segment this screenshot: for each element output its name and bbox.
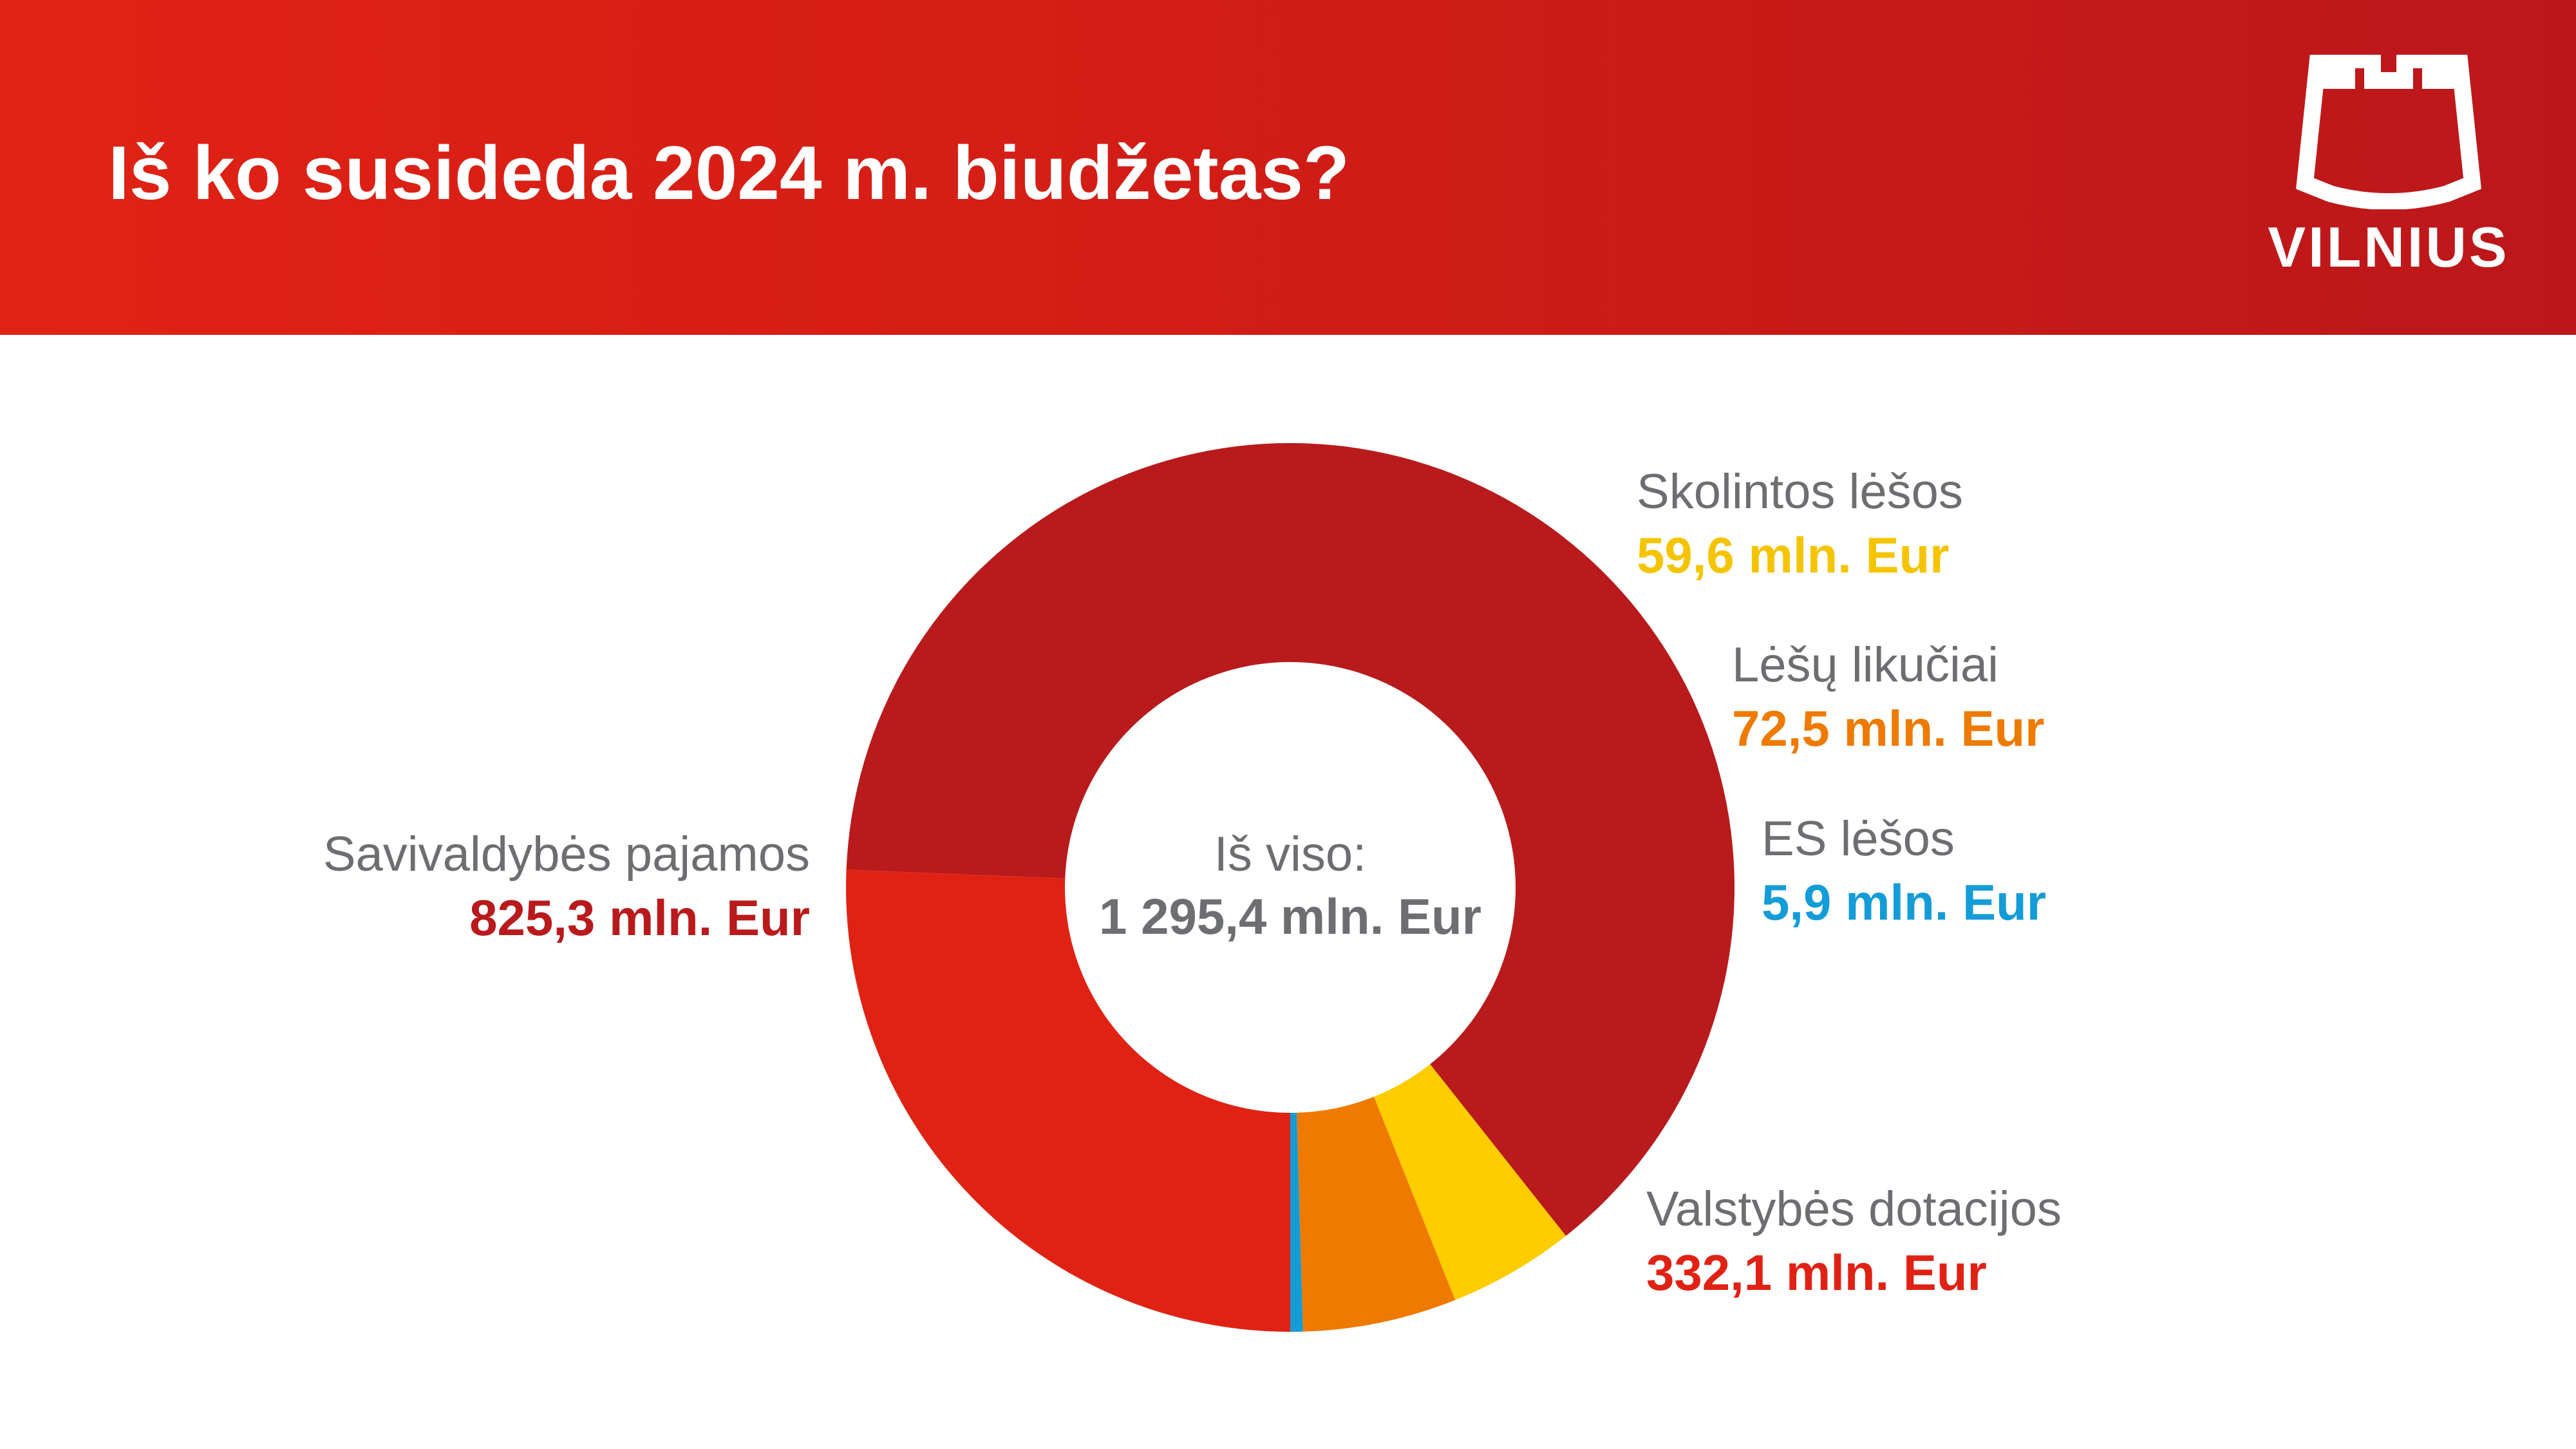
header-banner: Iš ko susideda 2024 m. biudžetas? VILNIU… xyxy=(0,0,2576,335)
label-name-savivaldybes: Savivaldybės pajamos xyxy=(323,827,810,882)
label-value-es: 5,9 mln. Eur xyxy=(1762,874,2046,931)
label-name-valstybes: Valstybės dotacijos xyxy=(1646,1182,2062,1236)
donut-slice-1 xyxy=(846,442,1735,1236)
label-value-skolintos: 59,6 mln. Eur xyxy=(1637,527,1950,583)
label-name-skolintos: Skolintos lėšos xyxy=(1637,464,1963,519)
page-title: Iš ko susideda 2024 m. biudžetas? xyxy=(108,131,1350,216)
center-label: Iš viso: xyxy=(1214,827,1367,882)
donut-slice-4 xyxy=(1290,1112,1303,1332)
donut-slice-3 xyxy=(1297,1096,1456,1332)
label-value-valstybes: 332,1 mln. Eur xyxy=(1646,1244,1987,1301)
donut-slice-2 xyxy=(1373,1064,1566,1300)
vilnius-logo: VILNIUS xyxy=(2253,52,2524,287)
center-value: 1 295,4 mln. Eur xyxy=(1099,888,1481,945)
donut-slice-0 xyxy=(846,869,1290,1332)
label-name-es: ES lėšos xyxy=(1762,811,1955,866)
label-value-savivaldybes: 825,3 mln. Eur xyxy=(469,889,810,946)
donut-slices xyxy=(846,442,1735,1332)
logo-text: VILNIUS xyxy=(2268,215,2510,279)
label-name-likuciai: Lėšų likučiai xyxy=(1732,638,1998,692)
label-value-likuciai: 72,5 mln. Eur xyxy=(1732,700,2045,757)
castle-tower-icon xyxy=(2296,52,2481,210)
